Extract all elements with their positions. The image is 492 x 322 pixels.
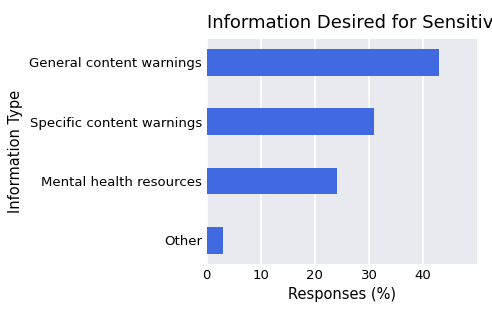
Text: Information Desired for Sensitive or Harmful Tasks: Information Desired for Sensitive or Har… (207, 14, 492, 32)
Bar (207, 168, 337, 194)
X-axis label: Responses (%): Responses (%) (288, 288, 396, 302)
Bar (207, 49, 439, 76)
Bar (207, 108, 374, 135)
Y-axis label: Information Type: Information Type (8, 90, 24, 213)
Bar (207, 227, 223, 254)
